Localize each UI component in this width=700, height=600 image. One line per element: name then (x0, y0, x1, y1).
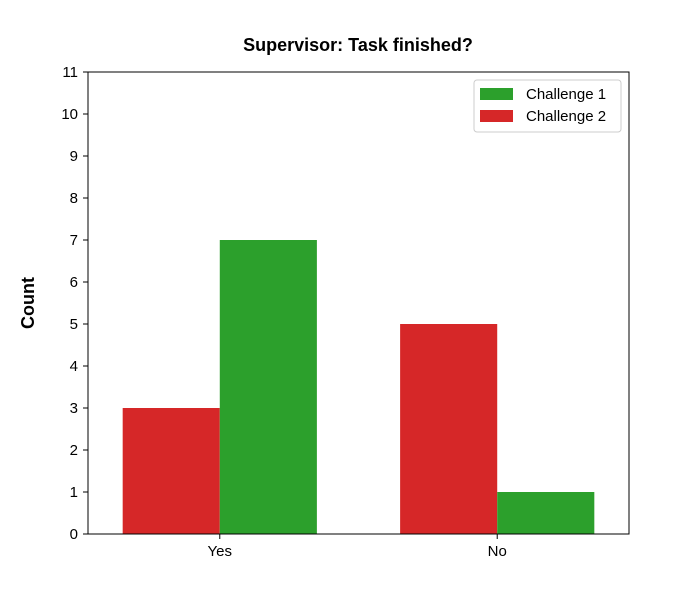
legend: Challenge 1 Challenge 2 (473, 79, 622, 133)
legend-label-challenge-1: Challenge 1 (526, 86, 606, 103)
x-axis-ticks: Yes No (208, 534, 507, 560)
bar-challenge-1-no (497, 492, 595, 534)
y-tick-label: 2 (70, 442, 78, 459)
chart-title: Supervisor: Task finished? (243, 35, 473, 55)
y-tick-label: 11 (62, 64, 78, 81)
y-axis-ticks: 0 1 2 3 4 5 6 7 8 9 10 11 (61, 64, 88, 543)
y-tick-label: 10 (61, 106, 78, 123)
legend-swatch-challenge-1 (480, 88, 513, 100)
y-tick-label: 0 (70, 526, 78, 543)
bar-challenge-2-no (400, 324, 498, 534)
legend-label-challenge-2: Challenge 2 (526, 108, 606, 125)
y-tick-label: 3 (70, 400, 78, 417)
x-tick-label: No (488, 543, 507, 560)
bars-group (122, 240, 595, 534)
y-tick-label: 7 (70, 232, 78, 249)
bar-challenge-1-yes (219, 240, 317, 534)
y-tick-label: 4 (70, 358, 78, 375)
x-tick-label: Yes (208, 543, 232, 560)
y-tick-label: 6 (70, 274, 78, 291)
y-tick-label: 1 (70, 484, 78, 501)
bar-challenge-2-yes (122, 408, 220, 534)
legend-swatch-challenge-2 (480, 110, 513, 122)
y-tick-label: 9 (70, 148, 78, 165)
y-tick-label: 8 (70, 190, 78, 207)
plot-frame (87, 71, 630, 535)
y-tick-label: 5 (70, 316, 78, 333)
y-axis-label: Count (18, 277, 38, 329)
